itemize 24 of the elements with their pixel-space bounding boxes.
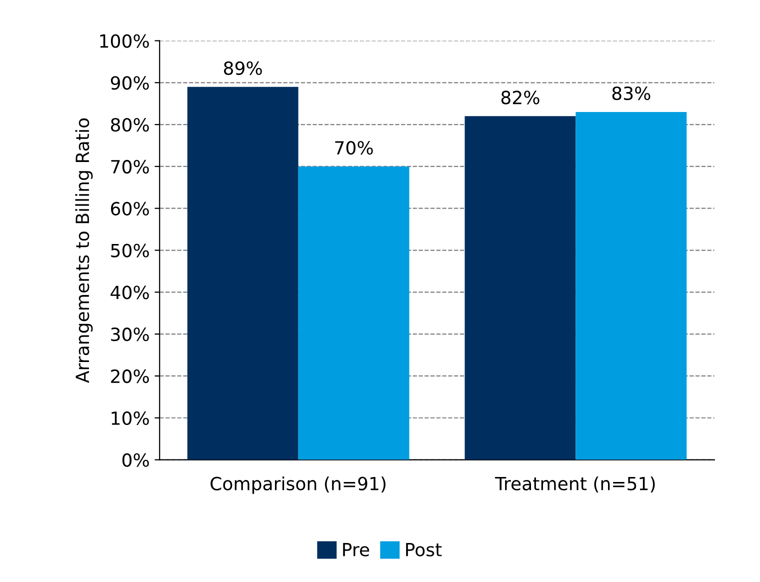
y-tick-label: 40% [110,286,149,300]
y-axis-title: Arrangements to Billing Ratio [75,118,93,383]
x-tick-label: Comparison (n=91) [210,476,386,494]
bar [464,116,576,460]
x-tick-label: Treatment (n=51) [495,476,655,493]
bar [187,86,298,460]
legend-label: Pre [343,543,370,556]
y-tick-label: 30% [111,328,149,342]
text: 70% [335,140,373,155]
y-tick-label: 0% [122,453,149,467]
text: 82% [501,90,540,104]
y-tick-label: 70% [111,160,149,174]
legend-label: Post [406,543,442,556]
y-tick-label: 20% [111,369,149,384]
y-tick-label: 50% [111,244,149,258]
bar [576,112,687,460]
bar [298,166,410,460]
y-tick-label: 90% [110,76,149,90]
y-tick-label: 100% [100,34,149,48]
y-tick-label: 10% [112,411,149,425]
text: 89% [224,61,262,76]
y-tick-label: 80% [110,118,149,132]
text: 83% [612,86,650,100]
y-tick-label: 60% [111,202,149,216]
